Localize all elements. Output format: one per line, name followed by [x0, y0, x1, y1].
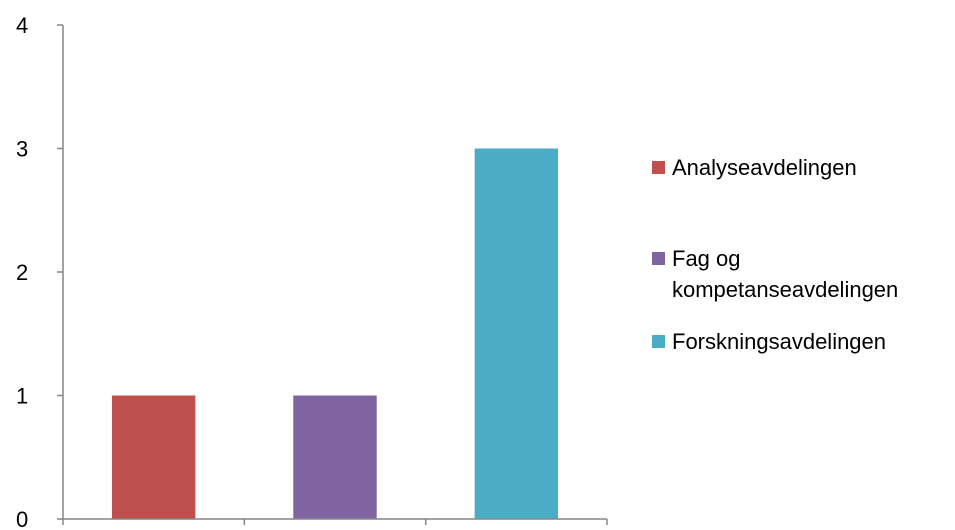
bar-2 [293, 395, 377, 519]
y-tick-label: 0 [16, 507, 28, 530]
legend-swatch-analyseavdelingen [652, 161, 665, 174]
legend-swatch-forskningsavdelingen [652, 335, 665, 348]
legend-swatch-fag-og-kompetanseavdelingen [652, 252, 665, 265]
legend-label-fag-og-kompetanseavdelingen: Fag og kompetanseavdelingen [672, 246, 899, 302]
y-tick-label: 3 [16, 137, 28, 162]
y-tick-label: 4 [16, 13, 28, 38]
y-tick-label: 2 [16, 260, 28, 285]
y-tick-label: 1 [16, 384, 28, 409]
bar-3 [474, 148, 559, 519]
x-axis [62, 518, 608, 525]
y-axis: 0 1 2 3 4 [16, 13, 64, 530]
legend-label-analyseavdelingen: Analyseavdelingen [672, 155, 857, 180]
bar-1 [111, 395, 196, 519]
bars [111, 148, 559, 519]
legend-label-forskningsavdelingen: Forskningsavdelingen [672, 329, 887, 354]
